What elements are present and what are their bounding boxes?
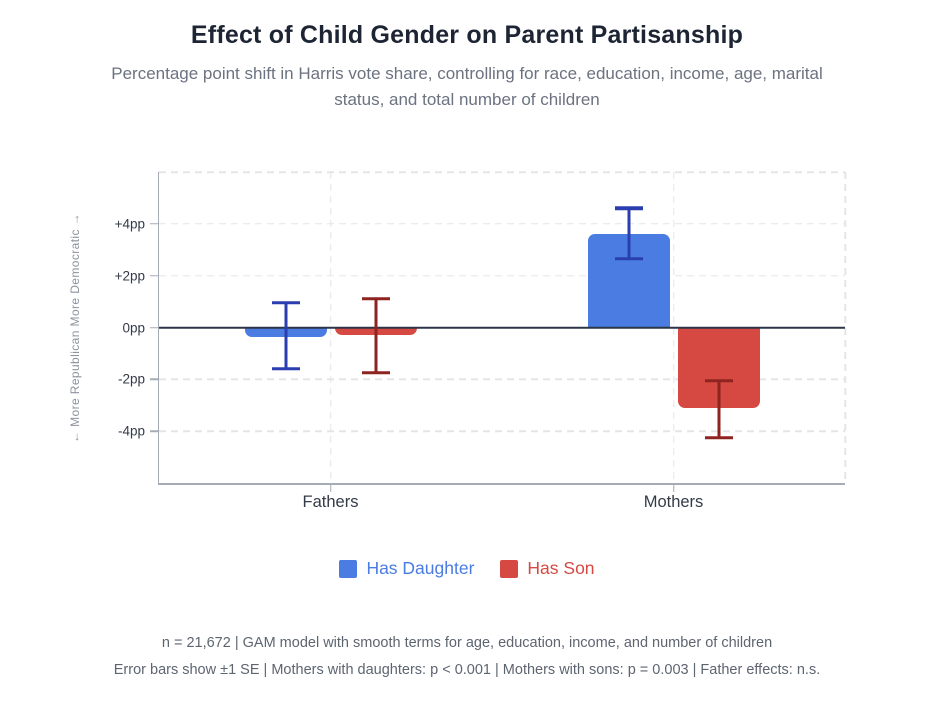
chart-subtitle: Percentage point shift in Harris vote sh… bbox=[0, 61, 934, 113]
legend-item-has-son: Has Son bbox=[500, 558, 595, 579]
x-axis-line bbox=[157, 483, 845, 485]
error-bar-cap-top-fathers-has-son bbox=[361, 297, 390, 301]
x-tick-label: Fathers bbox=[302, 493, 359, 511]
y-tick-label: +4pp bbox=[114, 216, 145, 232]
legend-item-has-daughter: Has Daughter bbox=[339, 558, 474, 579]
y-tick-label: -2pp bbox=[117, 371, 145, 387]
y-tick-mark bbox=[150, 378, 158, 381]
legend-swatch-icon bbox=[500, 559, 519, 578]
chart-legend: Has Daughter Has Son bbox=[0, 558, 934, 579]
plot-area bbox=[150, 171, 846, 492]
error-bar-cap-bottom-fathers-has-son bbox=[361, 371, 390, 375]
error-bar-cap-top-fathers-has-daughter bbox=[271, 301, 300, 305]
x-axis-tick-labels: Fathers Mothers bbox=[159, 493, 845, 517]
y-tick-mark bbox=[150, 223, 158, 225]
x-tick-mark bbox=[672, 484, 675, 492]
error-bar-cap-top-mothers-has-daughter bbox=[614, 206, 643, 211]
legend-label: Has Daughter bbox=[366, 558, 475, 578]
error-bar-cap-bottom-mothers-has-daughter bbox=[614, 257, 643, 261]
footnote-model: n = 21,672 | GAM model with smooth terms… bbox=[161, 635, 773, 651]
error-bar-fathers-has-daughter bbox=[284, 302, 287, 369]
y-axis-tick-labels: +4pp +2pp 0pp -2pp -4pp bbox=[0, 172, 152, 483]
legend-label: Has Son bbox=[527, 558, 595, 578]
error-bar-cap-bottom-mothers-has-son bbox=[704, 435, 733, 440]
y-tick-label: -4pp bbox=[117, 423, 145, 439]
error-bar-mothers-has-son bbox=[717, 380, 720, 438]
error-bar-cap-bottom-fathers-has-daughter bbox=[271, 367, 300, 371]
horizontal-gridline bbox=[159, 430, 845, 432]
error-bar-mothers-has-daughter bbox=[627, 208, 630, 259]
error-bar-cap-top-mothers-has-son bbox=[704, 378, 733, 383]
legend-swatch-icon bbox=[339, 559, 358, 578]
y-tick-mark bbox=[150, 274, 158, 277]
vertical-gridline-right-edge bbox=[844, 172, 846, 483]
zero-baseline bbox=[159, 326, 845, 329]
horizontal-gridline bbox=[159, 223, 845, 225]
y-tick-mark bbox=[150, 430, 158, 432]
error-bar-fathers-has-son bbox=[374, 298, 377, 373]
x-tick-label: Mothers bbox=[643, 493, 704, 511]
chart-subtitle-line2: status, and total number of children bbox=[334, 90, 600, 109]
horizontal-gridline bbox=[159, 171, 845, 173]
page-title: Effect of Child Gender on Parent Partisa… bbox=[190, 21, 744, 49]
footnote-significance: Error bars show ±1 SE | Mothers with dau… bbox=[113, 662, 821, 678]
y-tick-label: 0pp bbox=[122, 320, 145, 335]
y-tick-label: +2pp bbox=[114, 268, 145, 284]
y-tick-mark bbox=[150, 326, 158, 329]
y-axis-line bbox=[157, 172, 159, 483]
horizontal-gridline bbox=[159, 274, 845, 277]
chart-subtitle-line1: Percentage point shift in Harris vote sh… bbox=[111, 64, 823, 83]
horizontal-gridline bbox=[159, 378, 845, 381]
x-tick-mark bbox=[329, 484, 332, 492]
